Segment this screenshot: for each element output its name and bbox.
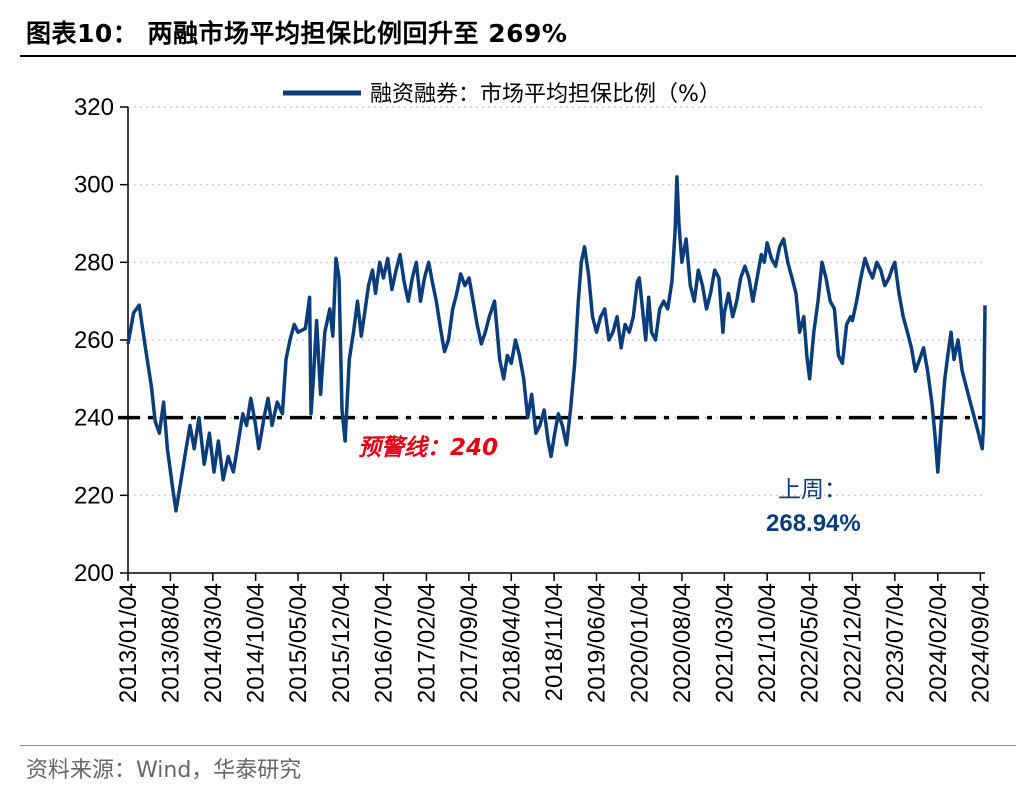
x-tick-label: 2013/08/04 [157, 583, 184, 703]
series-group [126, 175, 987, 513]
series-line [126, 175, 987, 513]
y-axis: 200 220 240 260 280 300 320 [74, 94, 129, 587]
y-tick-label: 220 [74, 482, 114, 509]
x-tick-label: 2016/07/04 [370, 583, 397, 703]
x-tick-label: 2017/09/04 [456, 583, 483, 703]
x-tick-label: 2024/09/04 [967, 583, 994, 703]
grid-lines [128, 106, 985, 497]
x-tick-label: 2024/02/04 [925, 583, 952, 703]
legend-label: 融资融券：市场平均担保比例（%） [370, 82, 721, 107]
title-rule [20, 55, 1016, 57]
x-tick-label: 2018/11/04 [541, 583, 568, 701]
x-tick-label: 2019/06/04 [584, 583, 611, 703]
y-tick-label: 300 [74, 172, 114, 199]
x-tick-label: 2023/07/04 [882, 583, 909, 703]
line-chart: 200 220 240 260 280 300 320 2013/01/04 2013/08/… [74, 82, 994, 703]
x-tick-label: 2014/10/04 [243, 583, 270, 703]
y-tick-label: 260 [74, 327, 114, 354]
x-tick-label: 2020/01/04 [626, 583, 653, 703]
x-tick-label: 2017/02/04 [413, 583, 440, 703]
x-tick-label: 2015/12/04 [328, 583, 355, 703]
legend: 融资融券：市场平均担保比例（%） [283, 82, 721, 107]
last-week-value: 268.94% [766, 510, 861, 537]
x-tick-label: 2022/12/04 [839, 583, 866, 703]
source-note: 资料来源：Wind，华泰研究 [26, 758, 302, 783]
page-title: 图表10： 两融市场平均担保比例回升至 269% [26, 19, 568, 48]
last-week-label: 上周： [778, 477, 847, 503]
x-tick-label: 2015/05/04 [285, 583, 312, 703]
x-axis: 2013/01/04 2013/08/04 2014/03/04 2014/10/04… [115, 572, 994, 703]
x-tick-label: 2021/10/04 [754, 583, 781, 703]
x-tick-label: 2014/03/04 [200, 583, 227, 703]
warning-line-label: 预警线：240 [358, 435, 498, 461]
y-tick-label: 240 [74, 405, 114, 432]
x-tick-label: 2013/01/04 [115, 583, 142, 703]
y-tick-label: 280 [74, 249, 114, 276]
x-tick-label: 2022/05/04 [797, 583, 824, 703]
x-tick-label: 2018/04/04 [498, 583, 525, 703]
x-tick-label: 2020/08/04 [669, 583, 696, 703]
y-tick-label: 320 [74, 94, 114, 121]
x-tick-label: 2021/03/04 [711, 583, 738, 703]
footer-rule [20, 745, 1016, 746]
y-tick-label: 200 [74, 560, 114, 587]
